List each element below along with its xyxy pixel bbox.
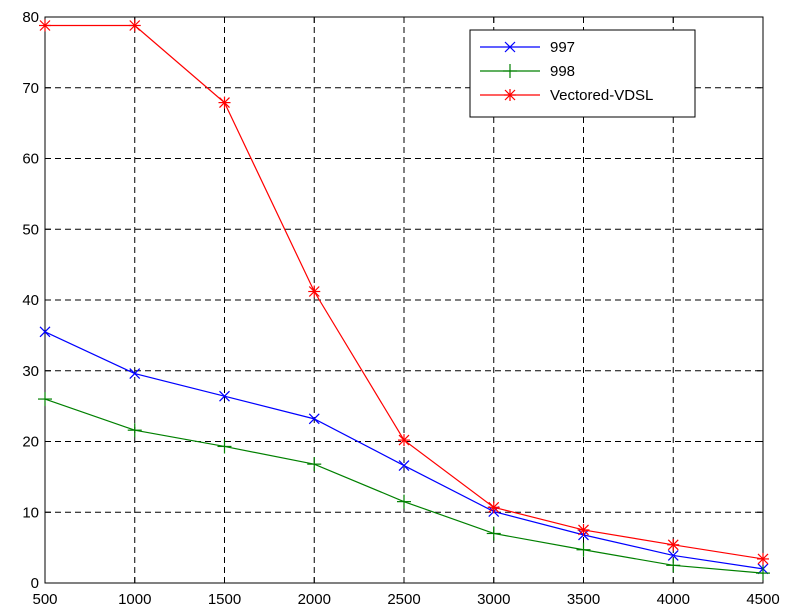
x-tick-label: 4000 — [657, 591, 690, 608]
series-1-point-5 — [486, 526, 501, 541]
series-1-point-6 — [576, 542, 591, 557]
y-tick-label: 30 — [22, 363, 39, 380]
series-2-point-2 — [218, 96, 231, 109]
series-1-point-0 — [38, 392, 52, 407]
x-tick-label: 3500 — [567, 591, 600, 608]
series-0-point-1 — [129, 368, 141, 380]
series-2-point-3 — [308, 285, 321, 298]
y-tick-label: 60 — [22, 151, 39, 168]
series-0-point-3 — [308, 413, 320, 425]
legend-entry-1: 998 — [480, 63, 575, 80]
series-2-point-5 — [487, 501, 500, 514]
series-2-point-6 — [577, 523, 590, 536]
series-1-point-3 — [307, 457, 322, 472]
x-tick-label: 1500 — [208, 591, 241, 608]
series-1-point-7 — [666, 558, 681, 573]
x-tick-label: 2000 — [298, 591, 331, 608]
series-0-point-7 — [667, 549, 679, 561]
series-2-point-1 — [128, 19, 141, 32]
series-0-point-4 — [398, 460, 410, 471]
y-tick-label: 0 — [31, 575, 39, 592]
x-tick-label: 3000 — [477, 591, 510, 608]
series-2-point-0 — [39, 19, 51, 32]
series-2-point-8 — [757, 552, 769, 565]
series-1-point-8 — [756, 566, 770, 581]
legend-marker-2 — [504, 89, 516, 101]
x-tick-label: 500 — [32, 591, 57, 608]
legend-label: 998 — [550, 63, 575, 80]
legend-entry-2: Vectored-VDSL — [480, 87, 653, 104]
series-1-point-4 — [397, 494, 411, 509]
legend-label: Vectored-VDSL — [550, 87, 653, 104]
y-tick-label: 50 — [22, 221, 39, 238]
series-1-point-1 — [127, 423, 142, 438]
legend-marker-1 — [503, 64, 517, 78]
series-0-point-2 — [219, 390, 230, 402]
series-line-1 — [44, 398, 764, 574]
x-tick-label: 2500 — [387, 591, 420, 608]
y-tick-label: 20 — [22, 434, 39, 451]
x-tick-label: 1000 — [118, 591, 151, 608]
series-1-point-2 — [217, 439, 232, 454]
y-tick-label: 40 — [22, 292, 39, 309]
y-tick-label: 80 — [22, 9, 39, 26]
series-0-point-0 — [39, 326, 51, 338]
series-2-point-4 — [398, 434, 410, 447]
series-2-point-7 — [667, 538, 680, 551]
legend-entry-0: 997 — [480, 39, 575, 56]
legend: 997 998 Vectored-VDSL — [469, 29, 696, 118]
series-layer — [38, 19, 770, 581]
y-tick-label: 70 — [22, 80, 39, 97]
axis-layer: 500 1000 1500 2000 2500 3000 3500 4000 4500 0 10 20… — [22, 9, 779, 608]
legend-marker-0 — [504, 41, 516, 53]
y-tick-label: 10 — [22, 504, 39, 521]
legend-label: 997 — [550, 39, 575, 56]
x-tick-label: 4500 — [746, 591, 779, 608]
